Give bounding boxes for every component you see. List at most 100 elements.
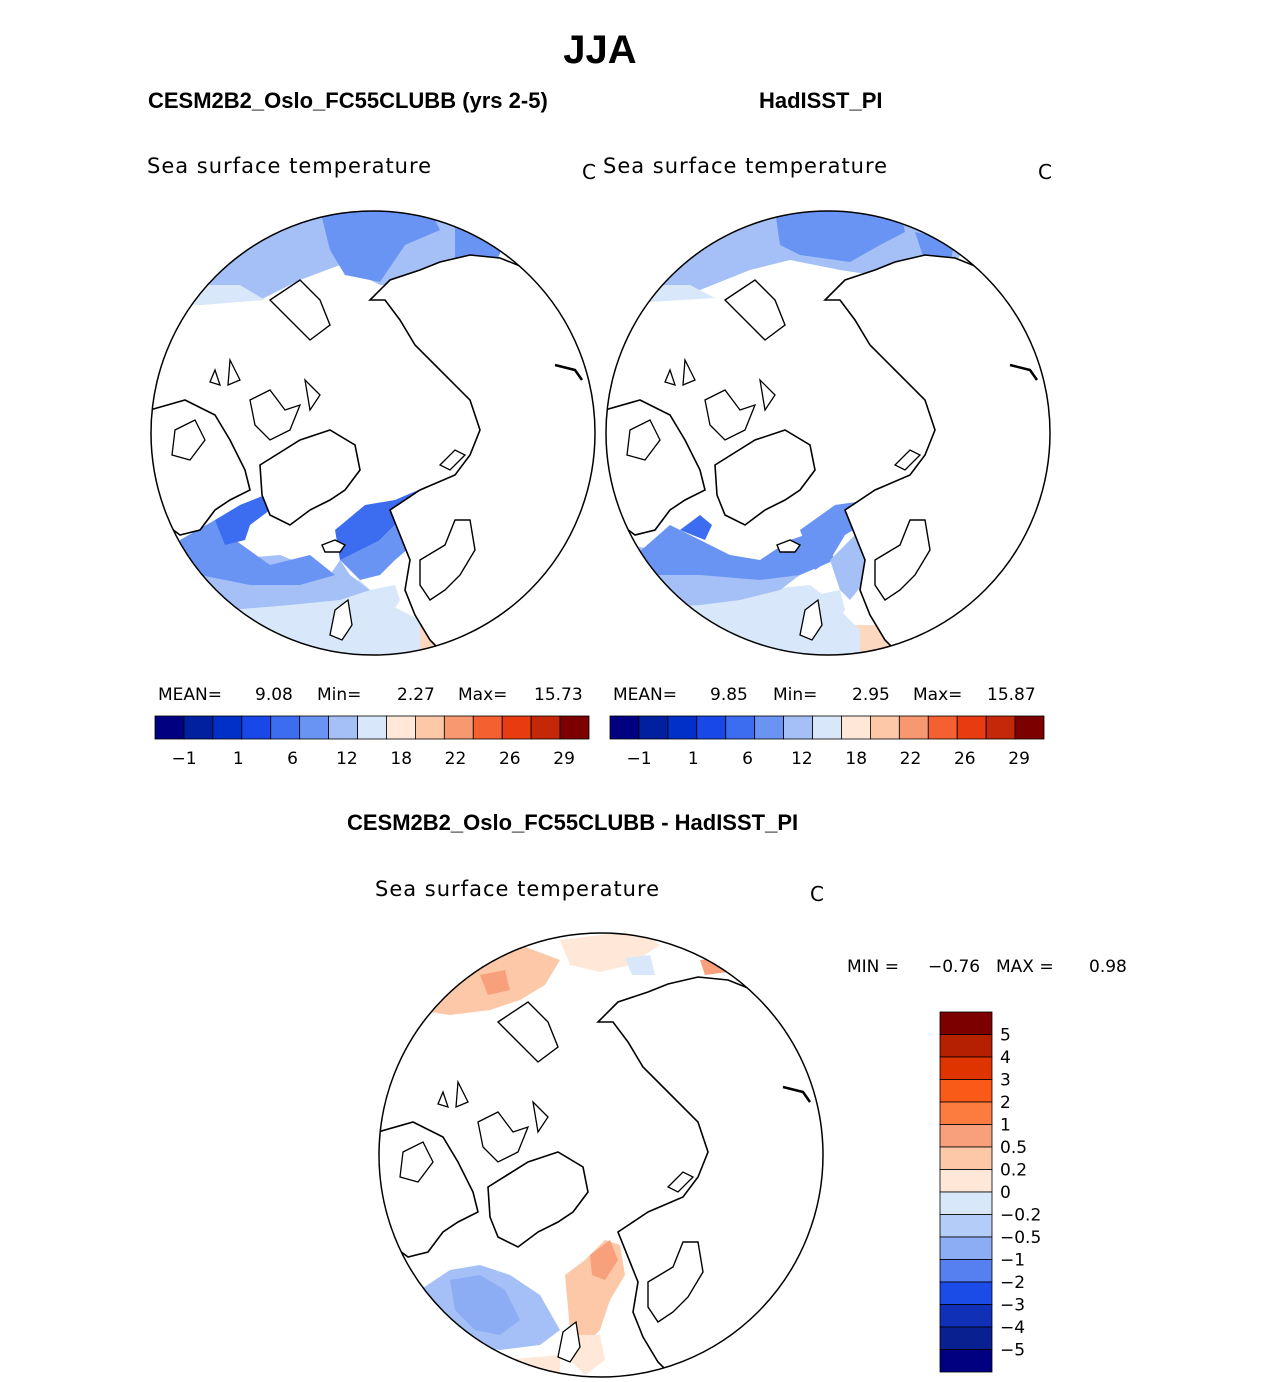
diff-field-east-pacific — [700, 958, 728, 975]
colorbar-swatch — [939, 1034, 993, 1058]
panel-title-hadisst: HadISST_PI — [759, 88, 883, 113]
colorbar-swatch — [183, 715, 214, 740]
colorbar-tick-label: −1 — [626, 749, 651, 769]
colorbar-tick-label: 29 — [1008, 749, 1030, 769]
colorbar-swatch — [472, 715, 503, 740]
colorbar-swatch — [299, 715, 329, 740]
colorbar-tick-label: 2 — [1000, 1093, 1011, 1113]
colorbar-tick-label: 22 — [900, 749, 922, 769]
land-greenland — [259, 429, 361, 526]
colorbar-swatch — [939, 1101, 993, 1125]
coast-alaska-island — [554, 363, 584, 381]
colorbar-swatch — [783, 715, 813, 740]
colorbar-tick-label: −0.5 — [1000, 1228, 1041, 1248]
colorbar-swatch — [939, 1191, 993, 1215]
colorbar-swatch — [870, 715, 900, 740]
colorbar-tick-label: 18 — [390, 749, 412, 769]
colorbar-tick-label: 0.2 — [1000, 1161, 1027, 1181]
coast-archipelago — [437, 1079, 549, 1163]
colorbar-swatch — [638, 715, 669, 740]
max-label-difference: MAX = — [996, 957, 1054, 977]
colorbar-tick-label: −2 — [1000, 1273, 1025, 1293]
sst-field-labrador-cold — [215, 495, 270, 545]
max-value-model: 15.73 — [534, 685, 583, 705]
colorbar-swatch — [386, 715, 416, 740]
sst-field-north-sea — [815, 590, 845, 630]
season-title: JJA — [563, 28, 637, 72]
coast-alaska-island — [782, 1085, 812, 1103]
colorbar-difference: 54 32 10.5 0.20 −0.2−0.5 −1−2 −3−4 −5 — [939, 1011, 1041, 1373]
panel-title-model: CESM2B2_Oslo_FC55CLUBB (yrs 2-5) — [148, 88, 548, 113]
colorbar-swatch — [559, 715, 590, 740]
colorbar-swatch — [328, 715, 358, 740]
colorbar-tick-label: 3 — [1000, 1071, 1011, 1091]
colorbar-swatch — [939, 1326, 993, 1350]
coast-scandinavia — [419, 519, 476, 601]
colorbar-swatch — [939, 1124, 993, 1148]
colorbar-swatch — [939, 1349, 993, 1373]
diff-field-nordic-warmer — [590, 1240, 618, 1280]
coast-novaya-zemlya — [666, 1171, 695, 1193]
panel-title-difference: CESM2B2_Oslo_FC55CLUBB - HadISST_PI — [347, 810, 799, 835]
colorbar-swatch — [939, 1146, 993, 1170]
colorbar-tick-label: −1 — [171, 749, 196, 769]
coast-alaska-island — [1009, 363, 1039, 381]
map-panel-difference — [378, 932, 824, 1378]
colorbar-swatch — [530, 715, 561, 740]
sst-field-labrador — [180, 520, 335, 585]
colorbar-swatch — [1014, 715, 1045, 740]
colorbar-model: −1 1 6 12 18 22 26 29 — [154, 715, 590, 769]
colorbar-tick-label: 18 — [845, 749, 867, 769]
unit-label-model: C — [582, 160, 596, 184]
colorbar-swatch — [939, 1236, 993, 1260]
colorbar-swatch — [696, 715, 727, 740]
colorbar-tick-label: 26 — [499, 749, 521, 769]
mean-label-hadisst: MEAN= — [613, 685, 677, 705]
coast-scandinavia — [874, 519, 931, 601]
colorbar-swatch — [898, 715, 929, 740]
sst-field-labrador — [630, 525, 835, 580]
colorbar-swatch — [501, 715, 532, 740]
colorbar-tick-label: −1 — [1000, 1251, 1025, 1271]
colorbar-tick-label: −5 — [1000, 1341, 1025, 1361]
max-label-model: Max= — [458, 685, 508, 705]
colorbar-swatch — [939, 1259, 993, 1283]
colorbar-swatch — [154, 715, 185, 740]
min-label-model: Min= — [317, 685, 362, 705]
colorbar-swatch — [812, 715, 842, 740]
coast-uk — [329, 598, 353, 641]
colorbar-tick-label: 0.5 — [1000, 1138, 1027, 1158]
colorbar-swatch — [927, 715, 958, 740]
variable-label-model: Sea surface temperature — [147, 154, 433, 178]
land-iceland — [776, 539, 802, 553]
map-panel-model — [150, 210, 596, 656]
colorbar-swatch — [939, 1304, 993, 1328]
coast-novaya-zemlya — [893, 449, 922, 471]
colorbar-tick-label: 5 — [1000, 1026, 1011, 1046]
colorbar-swatch — [241, 715, 272, 740]
colorbar-swatch — [841, 715, 871, 740]
colorbar-swatch — [667, 715, 698, 740]
min-label-hadisst: Min= — [773, 685, 818, 705]
colorbar-swatch — [939, 1079, 993, 1103]
colorbar-tick-label: 1 — [233, 749, 244, 769]
colorbar-swatch — [725, 715, 756, 740]
coast-uk — [557, 1320, 581, 1363]
colorbar-swatch — [939, 1056, 993, 1080]
sst-field-bering-cold — [775, 211, 905, 262]
land-greenland — [487, 1151, 589, 1248]
colorbar-swatch — [414, 715, 445, 740]
min-value-difference: −0.76 — [928, 957, 981, 977]
colorbar-tick-label: 12 — [791, 749, 813, 769]
coast-hudson — [171, 419, 206, 461]
colorbar-swatch — [939, 1214, 993, 1238]
colorbar-swatch — [956, 715, 987, 740]
colorbar-swatch — [212, 715, 243, 740]
coast-scandinavia — [647, 1241, 704, 1323]
sst-field-bering-cold — [320, 211, 440, 282]
coast-uk — [799, 598, 823, 641]
map-panel-hadisst — [605, 210, 1051, 656]
unit-label-hadisst: C — [1038, 160, 1052, 184]
land-greenland — [714, 429, 816, 526]
colorbar-tick-label: 4 — [1000, 1048, 1011, 1068]
